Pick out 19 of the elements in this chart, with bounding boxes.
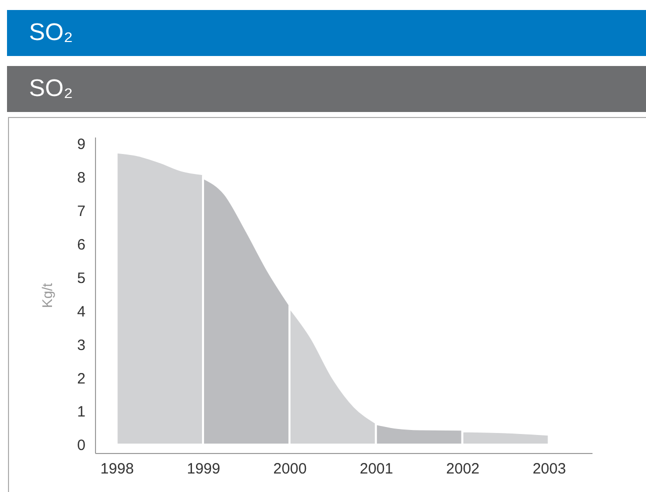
x-tick-label: 2003 (532, 460, 566, 478)
y-tick-label: 9 (77, 136, 86, 154)
chart-subtitle: SO₂ (7, 66, 646, 112)
y-tick-label: 3 (77, 336, 86, 354)
y-tick-label: 6 (77, 236, 86, 254)
y-tick-label: 2 (77, 370, 86, 388)
y-tick-label: 7 (77, 203, 86, 220)
x-tick-label: 2000 (273, 460, 307, 478)
x-tick-label: 1999 (186, 460, 220, 478)
chart-title: SO₂ (7, 10, 646, 56)
y-tick-label: 8 (77, 170, 86, 187)
x-tick-label: 2001 (360, 460, 394, 478)
y-tick-label: 5 (77, 270, 86, 287)
y-tick-label: 4 (77, 303, 86, 320)
y-tick-label: 1 (77, 404, 86, 421)
x-tick-label: 2002 (446, 460, 480, 478)
x-tick-label: 1998 (100, 460, 134, 478)
y-axis-title: Kg/t (39, 282, 56, 308)
y-tick-label: 0 (77, 437, 86, 454)
